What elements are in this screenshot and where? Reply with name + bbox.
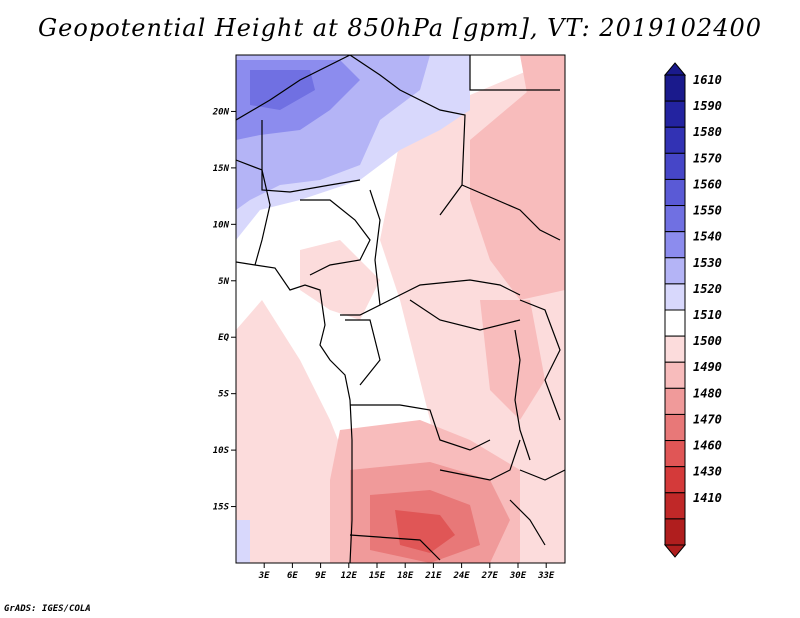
colorbar-level-label: 1480 (693, 386, 722, 400)
colorbar-level-label: 1540 (693, 230, 722, 244)
colorbar-swatch (664, 205, 686, 233)
colorbar-level-label: 1500 (693, 334, 722, 348)
colorbar-swatch (664, 126, 686, 154)
border-nigeria-interior (300, 199, 371, 276)
colorbar-swatch (664, 178, 686, 207)
border-angola-south (349, 534, 441, 561)
colorbar-level-label: 1610 (693, 73, 722, 87)
colorbar-level-label: 1490 (693, 360, 722, 374)
colorbar-swatch (664, 518, 686, 546)
colorbar-level-label: 1520 (693, 282, 722, 296)
field-1500-west (236, 300, 350, 563)
border-tanzania-south (519, 469, 565, 481)
grads-credit: GrADS: IGES/COLA (4, 604, 91, 614)
colorbar-bottom-arrow (663, 544, 687, 558)
border-congo (345, 319, 381, 386)
border-cameroon (340, 189, 381, 316)
field-1550-north (250, 70, 315, 110)
lon-tick-label: 27E (481, 571, 499, 581)
colorbar-swatch (664, 492, 686, 520)
lat-tick-label: 5S (218, 390, 229, 400)
border-mozambique (509, 499, 546, 546)
lon-tick-label: 24E (452, 571, 470, 581)
lat-tick-label: 20N (212, 107, 230, 117)
field-1490-east (470, 60, 565, 300)
border-great-lakes (514, 329, 531, 461)
lon-tick-label: 21E (424, 571, 442, 581)
lon-tick-label: 9E (315, 571, 326, 581)
colorbar-swatch (664, 361, 686, 389)
lon-tick-label: 18E (397, 571, 414, 581)
colorbar-level-label: 1530 (693, 256, 722, 270)
colorbar-swatch (664, 466, 686, 494)
latitude-axis: 20N 15N 10N 5N EQ 5S 10S 15S (212, 107, 236, 513)
colorbar-level-label: 1410 (693, 491, 722, 505)
map-frame (235, 54, 566, 564)
colorbar-level-label: 1460 (693, 439, 722, 453)
colorbar-swatch (664, 74, 686, 102)
colorbar: 1610 1590 1580 1570 1560 1550 1540 1530 1520 1510… (663, 62, 722, 558)
lon-tick-label: 30E (509, 571, 527, 581)
border-sahara (236, 55, 351, 121)
colorbar-swatch (664, 231, 686, 259)
lat-tick-label: 15S (213, 503, 230, 513)
colorbar-swatch (664, 152, 686, 180)
colorbar-level-label: 1590 (693, 99, 722, 113)
colorbar-level-label: 1570 (693, 151, 722, 165)
field-1530-sw (236, 520, 250, 563)
colorbar-swatch (664, 335, 686, 363)
border-nigeria-north (261, 120, 361, 193)
map-title: Geopotential Height at 850hPa [gpm], VT:… (38, 14, 762, 42)
colorbar-swatch (664, 387, 686, 415)
border-drc-west (350, 404, 491, 451)
lon-tick-label: 3E (258, 571, 270, 581)
colorbar-swatch (664, 309, 686, 337)
colorbar-level-label: 1580 (693, 125, 722, 139)
colorbar-top-arrow (663, 62, 687, 76)
colorbar-level-label: 1560 (693, 177, 722, 191)
border-sudan (461, 184, 561, 241)
map-borders (236, 55, 565, 563)
border-sahel-west (236, 159, 271, 266)
border-east-africa (519, 299, 561, 421)
field-1460-south (395, 510, 455, 553)
height-field (236, 55, 565, 563)
border-chad-east (469, 55, 560, 91)
colorbar-level-label: 1550 (693, 204, 722, 218)
colorbar-level-label: 1510 (693, 308, 722, 322)
colorbar-swatch (664, 100, 686, 128)
colorbar-swatch (664, 257, 686, 285)
lon-tick-label: 15E (369, 571, 386, 581)
colorbar-swatch (664, 283, 686, 311)
lon-tick-label: 33E (537, 571, 555, 581)
longitude-axis: 3E 6E 9E 12E 15E 18E 21E 24E 27E 30E 33E (258, 563, 555, 581)
border-zambia (439, 439, 521, 481)
colorbar-level-label: 1470 (693, 412, 722, 426)
lat-tick-label: 15N (213, 164, 230, 174)
colorbar-swatch (664, 413, 686, 442)
lon-tick-label: 12E (341, 571, 358, 581)
field-1490-lake (480, 300, 545, 420)
coastline-west (236, 261, 353, 563)
border-drc-north (409, 299, 521, 331)
lat-tick-label: 10S (213, 446, 230, 456)
lon-tick-label: 6E (287, 571, 298, 581)
colorbar-swatch (664, 440, 686, 468)
border-car (379, 279, 521, 306)
lat-tick-label: 10N (213, 220, 230, 230)
field-1490-ne (520, 55, 565, 120)
lat-tick-label: EQ (218, 333, 229, 343)
colorbar-level-label: 1430 (693, 465, 722, 479)
lat-tick-label: 5N (218, 277, 229, 287)
